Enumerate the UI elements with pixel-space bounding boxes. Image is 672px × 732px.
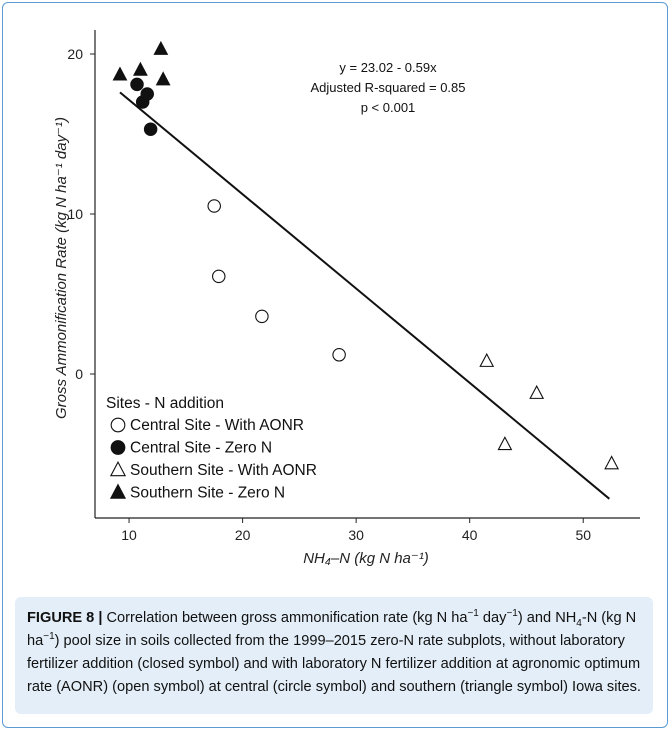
data-point-filled-triangle <box>155 71 171 86</box>
legend: Sites - N addition Central Site - With A… <box>106 395 317 502</box>
data-point-open-triangle <box>529 384 545 399</box>
data-point-filled-circle <box>143 122 158 136</box>
tick-labels: 10 20 30 40 50 0 10 20 <box>67 46 591 543</box>
x-tick-label: 10 <box>121 527 137 543</box>
x-axis-title: NH₄–N (kg N ha⁻¹) <box>303 550 429 567</box>
legend-label: Southern Site - With AONR <box>130 462 317 479</box>
y-axis-title: Gross Ammonification Rate (kg N ha⁻¹ day… <box>53 117 70 419</box>
data-point-filled-triangle <box>133 61 148 76</box>
data-points <box>112 40 620 470</box>
scatter-chart: 10 20 30 40 50 0 10 20 y = 23.02 - 0.59x Adjust… <box>53 30 640 567</box>
legend-items: Central Site - With AONR Central Site - Z… <box>109 417 317 502</box>
data-point-open-circle <box>255 309 269 324</box>
legend-label: Southern Site - Zero N <box>130 485 285 502</box>
data-point-open-triangle <box>479 352 495 367</box>
legend-label: Central Site - Zero N <box>130 440 272 457</box>
caption-text: Correlation between gross ammonification… <box>27 608 641 695</box>
legend-marker-filled-circle <box>110 440 126 455</box>
p-value: p < 0.001 <box>361 100 416 115</box>
regression-line <box>119 91 610 500</box>
data-point-open-triangle <box>604 455 620 470</box>
adjusted-r-squared: Adjusted R-squared = 0.85 <box>310 80 465 95</box>
legend-marker-open-circle <box>110 417 126 433</box>
data-point-open-circle <box>207 199 221 213</box>
caption-label: FIGURE 8 | <box>27 610 103 626</box>
data-point-filled-triangle <box>153 40 169 55</box>
legend-label: Central Site - With AONR <box>130 417 304 434</box>
data-point-open-circle <box>332 348 346 362</box>
trend-line-layer <box>119 91 610 500</box>
data-point-filled-circle <box>130 77 144 92</box>
axes <box>90 30 640 523</box>
y-tick-label: 20 <box>67 46 83 62</box>
figure-caption: FIGURE 8 | Correlation between gross amm… <box>15 597 653 714</box>
data-point-open-circle <box>212 269 226 284</box>
y-tick-label: 10 <box>67 206 83 222</box>
data-point-open-triangle <box>497 436 513 451</box>
x-tick-label: 30 <box>348 527 364 543</box>
legend-title: Sites - N addition <box>106 395 224 412</box>
x-tick-label: 40 <box>462 527 478 543</box>
data-point-filled-circle <box>140 87 154 101</box>
legend-marker-open-triangle <box>109 460 127 477</box>
regression-equation: y = 23.02 - 0.59x <box>339 60 437 75</box>
x-tick-label: 20 <box>235 527 251 543</box>
x-tick-label: 50 <box>575 527 591 543</box>
data-point-filled-triangle <box>112 66 128 81</box>
legend-marker-filled-triangle <box>109 483 127 499</box>
y-tick-label: 0 <box>75 366 83 382</box>
